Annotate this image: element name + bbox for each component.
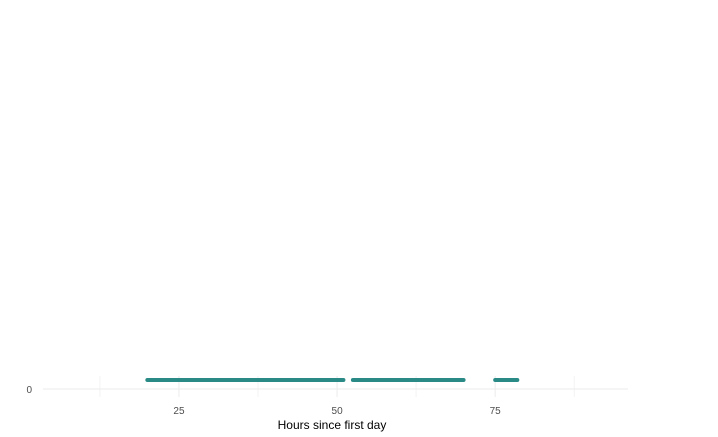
x-tick-labels: 25 50 75 bbox=[173, 406, 501, 417]
y-tick-labels: 0 bbox=[26, 385, 32, 396]
x-tick-label: 50 bbox=[332, 406, 344, 417]
x-axis-title: Hours since first day bbox=[278, 418, 387, 432]
y-tick-label: 0 bbox=[26, 385, 32, 396]
x-tick-label: 25 bbox=[173, 406, 185, 417]
x-tick-label: 75 bbox=[490, 406, 502, 417]
